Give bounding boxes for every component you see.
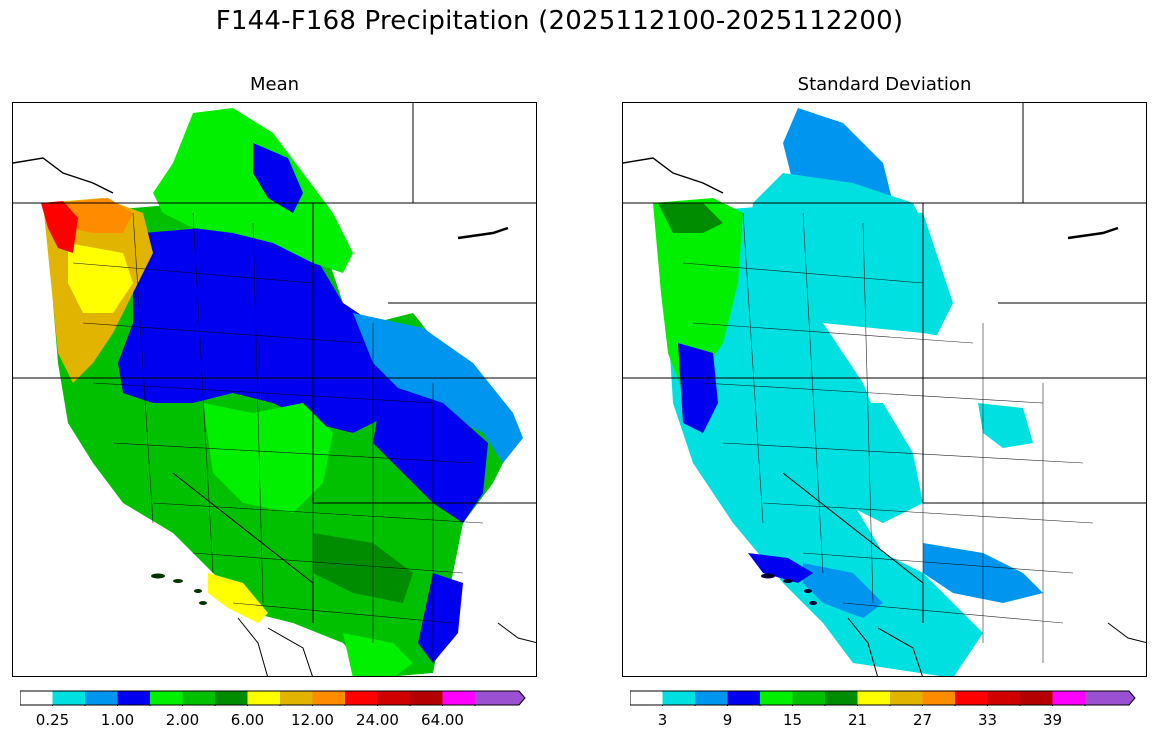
region-central-green bbox=[203, 403, 333, 513]
region-northeast-green bbox=[153, 108, 353, 273]
colorbar-bin bbox=[442, 691, 475, 705]
mean-colorbar bbox=[20, 690, 530, 706]
mean-panel-title: Mean bbox=[249, 74, 300, 95]
colorbar-bin bbox=[630, 691, 663, 705]
colorbar-bin bbox=[85, 691, 118, 705]
colorbar-bin bbox=[1020, 691, 1053, 705]
region-coast-bright-yellow bbox=[68, 243, 133, 313]
colorbar-bin bbox=[955, 691, 988, 705]
colorbar-bin bbox=[857, 691, 890, 705]
colorbar-tick-label: 2.00 bbox=[165, 711, 200, 729]
colorbar-tick-label: 0.25 bbox=[35, 711, 70, 729]
colorbar-bin bbox=[475, 691, 525, 705]
region-socal-lightblue bbox=[803, 563, 883, 618]
region-socal-blue bbox=[748, 553, 813, 583]
region-socal-yellow bbox=[208, 573, 268, 623]
stddev-map bbox=[622, 102, 1147, 677]
colorbar-tick-label: 33 bbox=[977, 711, 998, 729]
region-blue-core bbox=[118, 223, 413, 433]
colorbar-bin bbox=[280, 691, 313, 705]
colorbar-tick-label: 6.00 bbox=[230, 711, 265, 729]
colorbar-bin bbox=[312, 691, 345, 705]
colorbar-bin bbox=[182, 691, 215, 705]
colorbar-bin bbox=[247, 691, 280, 705]
colorbar-bin bbox=[987, 691, 1020, 705]
colorbar-bin bbox=[662, 691, 695, 705]
colorbar-bin bbox=[890, 691, 923, 705]
colorbar-tick-label: 21 bbox=[847, 711, 868, 729]
colorbar-bin bbox=[20, 691, 53, 705]
colorbar-tick-label: 24.00 bbox=[356, 711, 399, 729]
region-dark-green bbox=[313, 533, 413, 603]
colorbar-tick-label: 27 bbox=[912, 711, 933, 729]
region-east-cyan-patch bbox=[978, 403, 1033, 448]
colorbar-bin bbox=[377, 691, 410, 705]
region-east-white bbox=[823, 323, 1128, 623]
colorbar-bin bbox=[1085, 691, 1135, 705]
stddev-panel-title: Standard Deviation bbox=[797, 74, 972, 95]
region-coast-darkgreen bbox=[658, 203, 723, 233]
colorbar-bin bbox=[825, 691, 858, 705]
figure-title: F144-F168 Precipitation (2025112100-2025… bbox=[215, 6, 904, 36]
region-coast-red bbox=[41, 201, 78, 253]
colorbar-tick-label: 9 bbox=[722, 711, 733, 729]
colorbar-bin bbox=[792, 691, 825, 705]
colorbar-bin bbox=[727, 691, 760, 705]
colorbar-outline bbox=[20, 690, 526, 706]
colorbar-tick-label: 39 bbox=[1042, 711, 1063, 729]
stddev-colorbar bbox=[630, 690, 1140, 706]
colorbar-tick-label: 64.00 bbox=[421, 711, 464, 729]
region-right-lightblue bbox=[353, 313, 523, 463]
colorbar-bin bbox=[215, 691, 248, 705]
colorbar-bin bbox=[345, 691, 378, 705]
colorbar-bin bbox=[117, 691, 150, 705]
colorbar-bin bbox=[52, 691, 85, 705]
colorbar-bin bbox=[1052, 691, 1085, 705]
region-north-cyan bbox=[748, 173, 933, 303]
region-south-bright bbox=[343, 633, 413, 676]
region-center-cyan bbox=[823, 403, 923, 523]
mean-map bbox=[12, 102, 537, 677]
region-se-blue bbox=[418, 573, 463, 663]
colorbar-bin bbox=[695, 691, 728, 705]
colorbar-bin bbox=[760, 691, 793, 705]
region-coast-green bbox=[653, 198, 743, 393]
colorbar-bin bbox=[922, 691, 955, 705]
colorbar-tick-label: 1.00 bbox=[100, 711, 135, 729]
region-coast-blue bbox=[678, 343, 718, 433]
colorbar-tick-label: 12.00 bbox=[291, 711, 334, 729]
colorbar-bin bbox=[410, 691, 443, 705]
colorbar-bin bbox=[150, 691, 183, 705]
region-right-blue bbox=[373, 383, 488, 523]
colorbar-tick-label: 15 bbox=[782, 711, 803, 729]
region-northeast-blue bbox=[253, 143, 303, 213]
colorbar-outline bbox=[630, 690, 1136, 706]
colorbar-tick-label: 3 bbox=[657, 711, 668, 729]
